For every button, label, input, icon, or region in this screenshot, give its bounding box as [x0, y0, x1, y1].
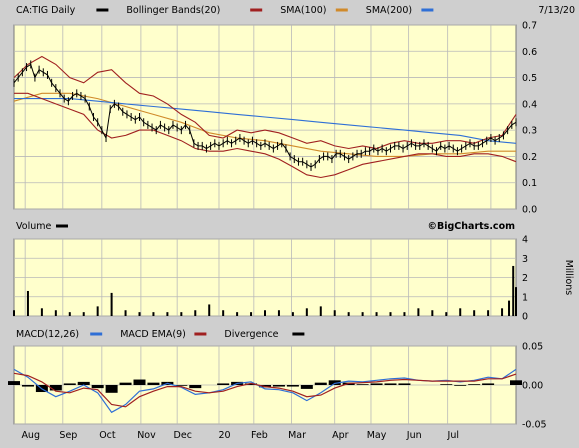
price-tick-label: 0.7 [522, 21, 537, 32]
legend-label: MACD EMA(9) [120, 329, 186, 340]
divergence-bar [147, 382, 160, 385]
x-tick-label: Dec [174, 430, 192, 441]
divergence-bar [314, 382, 327, 385]
divergence-bar [119, 382, 132, 385]
divergence-bar [189, 385, 202, 389]
divergence-bar [454, 385, 467, 386]
divergence-bar [77, 381, 90, 385]
divergence-bar [482, 383, 495, 385]
divergence-bar [272, 385, 285, 387]
price-tick-label: 0.2 [522, 152, 537, 163]
divergence-bar [440, 384, 453, 385]
price-series-line [13, 63, 517, 168]
x-tick-label: Jul [447, 430, 459, 441]
volume-tick-label: 3 [522, 254, 528, 265]
legend-label: SMA(100) [280, 5, 326, 16]
divergence-bar [49, 385, 62, 391]
x-tick-label: Mar [288, 430, 306, 441]
divergence-bar [356, 384, 369, 385]
divergence-bar [21, 385, 34, 387]
divergence-bar [105, 385, 118, 393]
price-tick-label: 0.3 [522, 126, 537, 137]
bollinger-upper-line [13, 55, 517, 150]
legend-label: MACD(12,26) [16, 329, 79, 340]
sma200-line [14, 98, 517, 144]
x-tick-label: Oct [99, 430, 116, 441]
x-tick-label: Aug [21, 430, 40, 441]
divergence-bar [8, 381, 20, 385]
divergence-bar [175, 385, 188, 386]
divergence-bar [510, 380, 522, 385]
x-tick-label: 20 [219, 430, 231, 441]
x-tick-label: Jun [406, 430, 422, 441]
divergence-bar [300, 385, 313, 389]
divergence-bar [91, 385, 104, 389]
divergence-bar [286, 385, 299, 387]
price-tick-label: 0.5 [522, 73, 537, 84]
macd-ema-line [13, 372, 517, 408]
price-tick-label: 0.1 [522, 178, 537, 189]
legend-label: SMA(200) [366, 5, 412, 16]
divergence-bar [63, 383, 76, 385]
legend-label: CA:TIG Daily [16, 5, 76, 16]
divergence-bar [133, 379, 146, 385]
x-tick-label: Nov [137, 430, 156, 441]
legend-label: Bollinger Bands(20) [126, 5, 220, 16]
macd-tick-label: -0.05 [522, 420, 547, 431]
divergence-bar [468, 384, 481, 385]
macd-tick-label: 0.00 [522, 381, 543, 392]
macd-tick-label: 0.05 [522, 342, 543, 353]
date-label: 7/13/20 [538, 5, 575, 16]
price-tick-label: 0.4 [522, 99, 537, 110]
divergence-bar [384, 383, 397, 385]
volume-title: Volume [16, 221, 51, 232]
watermark: ©BigCharts.com [428, 221, 516, 232]
x-tick-label: Sep [59, 430, 77, 441]
x-tick-label: May [367, 430, 387, 441]
price-tick-label: 0.6 [522, 47, 537, 58]
divergence-bar [245, 383, 258, 385]
divergence-bar [370, 383, 383, 385]
volume-tick-label: 0 [522, 312, 528, 323]
bollinger-lower-line [14, 92, 517, 179]
x-tick-label: Feb [251, 430, 268, 441]
divergence-bar [328, 380, 341, 385]
legend-label: Divergence [224, 329, 278, 340]
volume-tick-label: 2 [522, 273, 528, 284]
price-tick-label: 0.0 [522, 205, 537, 216]
divergence-bar [398, 383, 411, 385]
volume-tick-label: 4 [522, 235, 528, 246]
x-tick-label: Apr [332, 430, 349, 441]
volume-axis-label: Millions [563, 260, 574, 296]
divergence-bar [217, 383, 230, 385]
volume-tick-label: 1 [522, 292, 528, 303]
